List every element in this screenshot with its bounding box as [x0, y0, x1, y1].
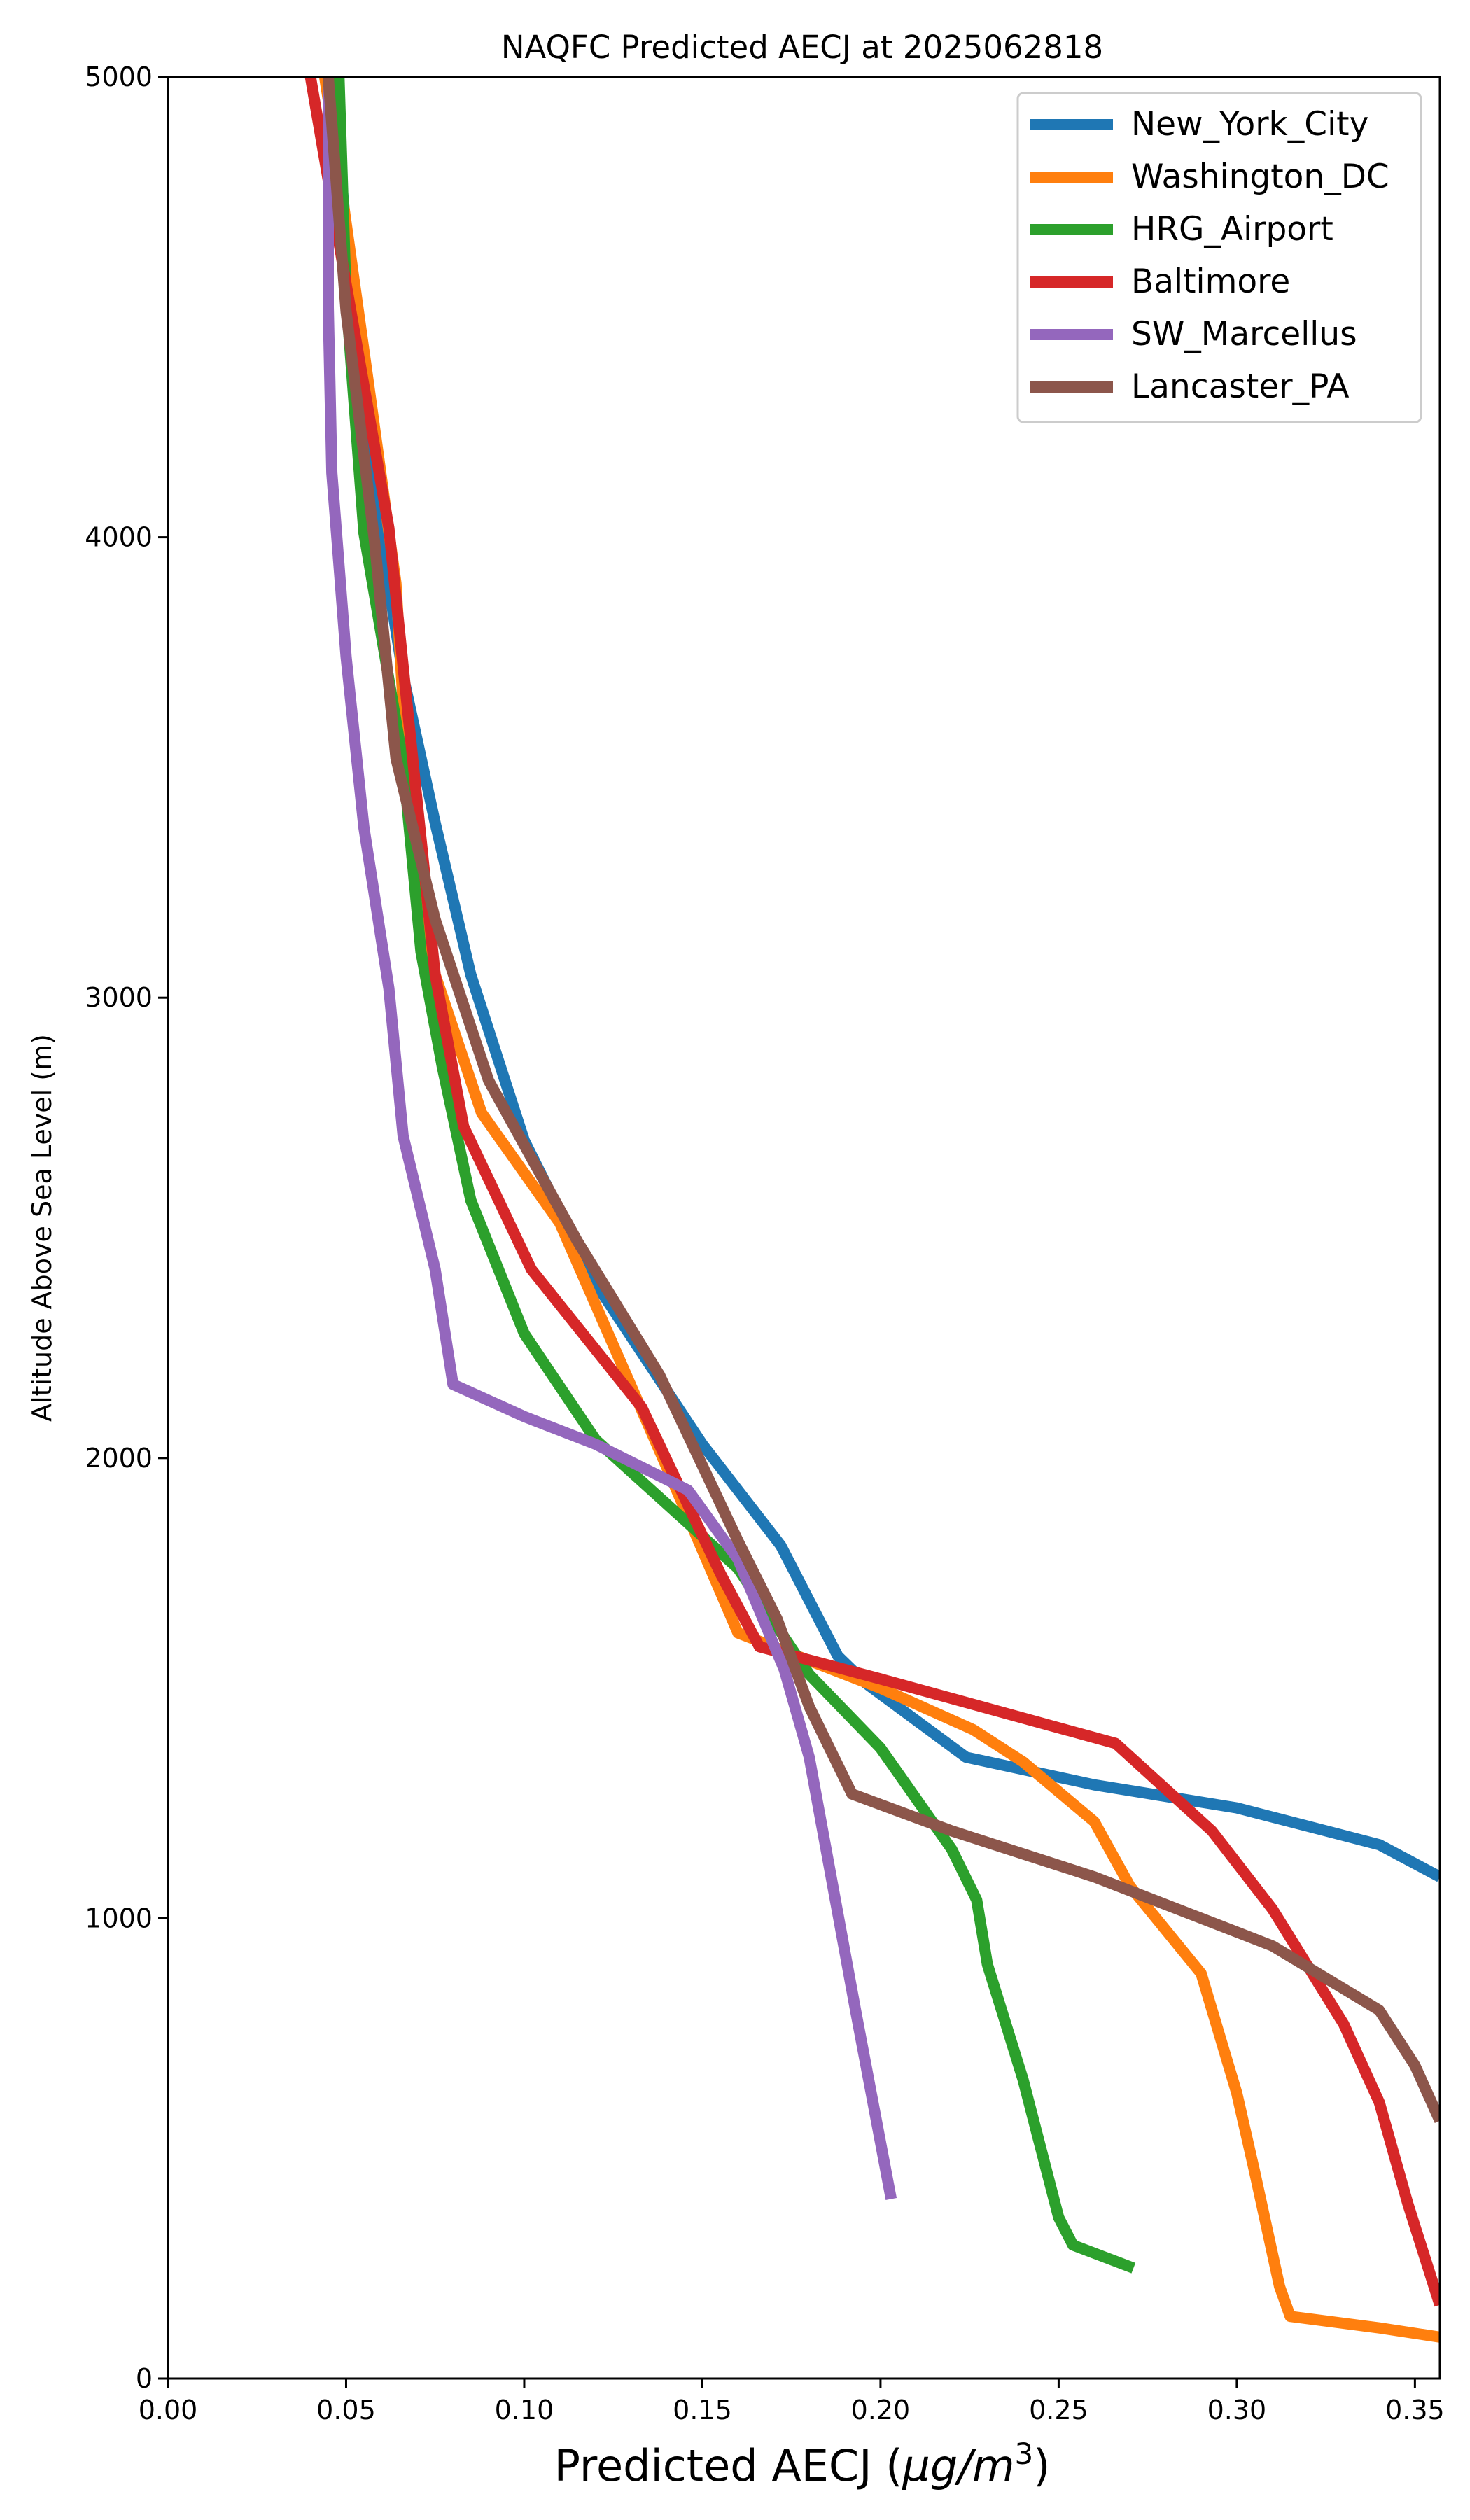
y-tick-label: 2000 [85, 1443, 153, 1474]
legend-label-lancaster-pa: Lancaster_PA [1131, 368, 1350, 406]
y-axis-ticks: 0 1000 2000 3000 4000 5000 [85, 62, 168, 2394]
y-tick-label: 3000 [85, 982, 153, 1013]
x-tick-label: 0.05 [316, 2395, 376, 2426]
legend: New_York_City Washington_DC HRG_Airport Bal… [1016, 92, 1422, 424]
plot-frame [167, 76, 1441, 2380]
x-tick-label: 0.35 [1385, 2395, 1445, 2426]
series-line-sw-marcellus [323, 77, 897, 2200]
x-axis-label-superscript: 3 [1014, 2437, 1033, 2471]
legend-label-washington-dc: Washington_DC [1131, 158, 1390, 196]
x-axis-label-close: ) [1033, 2440, 1050, 2491]
y-tick-label: 1000 [85, 1903, 153, 1933]
series-line-baltimore [304, 77, 1440, 2307]
x-tick-label: 0.10 [495, 2395, 554, 2426]
y-tick-label: 4000 [85, 522, 153, 553]
series-line-lancaster-pa [323, 77, 1440, 2123]
x-tick-label: 0.25 [1029, 2395, 1088, 2426]
legend-label-new-york-city: New_York_City [1131, 105, 1368, 144]
x-tick-label: 0.15 [673, 2395, 732, 2426]
legend-label-hrg-airport: HRG_Airport [1131, 210, 1334, 248]
x-axis-label-base: Predicted AECJ ( [554, 2440, 903, 2491]
series-lines [304, 77, 1440, 2343]
x-tick-label: 0.00 [139, 2395, 198, 2426]
x-axis-label-unit: μg/m [902, 2440, 1014, 2491]
y-axis-label: Altitude Above Sea Level (m) [27, 1034, 57, 1422]
x-axis-ticks: 0.00 0.05 0.10 0.15 0.20 0.25 0.30 0.35 [139, 2379, 1445, 2426]
legend-frame [1016, 92, 1422, 424]
y-tick-label: 5000 [85, 62, 153, 92]
x-axis-label: Predicted AECJ (μg/m3) [554, 2437, 1051, 2492]
legend-label-sw-marcellus: SW_Marcellus [1131, 315, 1357, 354]
x-tick-label: 0.30 [1208, 2395, 1267, 2426]
y-tick-label: 0 [136, 2363, 153, 2394]
legend-label-baltimore: Baltimore [1131, 262, 1290, 301]
legend-entries: New_York_City Washington_DC HRG_Airport Bal… [1030, 105, 1390, 406]
x-tick-label: 0.20 [851, 2395, 911, 2426]
chart-title: NAQFC Predicted AECJ at 2025062818 [501, 29, 1103, 66]
